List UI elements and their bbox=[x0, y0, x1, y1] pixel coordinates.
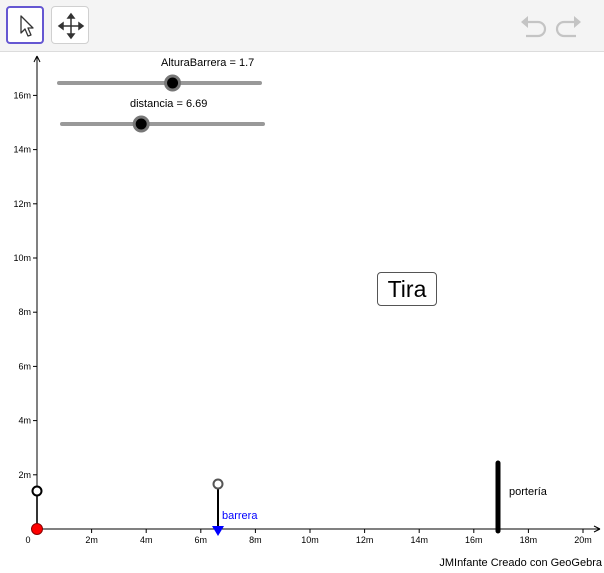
y-tick-label: 4m bbox=[18, 416, 31, 426]
x-tick-label: 14m bbox=[410, 535, 428, 545]
move-cross-icon bbox=[57, 12, 85, 40]
x-tick-label: 10m bbox=[301, 535, 319, 545]
y-tick-label: 10m bbox=[13, 253, 31, 263]
x-tick-label: 12m bbox=[356, 535, 374, 545]
porteria-label: portería bbox=[509, 486, 547, 498]
credit-text: JMInfante Creado con GeoGebra bbox=[439, 557, 602, 569]
y-tick-label: 14m bbox=[13, 145, 31, 155]
graphics-view[interactable]: 0 2m 4m 6m 8m 10m 12m 14m 16m 18m 20m 2m 4m 6m 8m 10m 12… bbox=[0, 53, 604, 548]
ball-point[interactable] bbox=[31, 523, 43, 535]
cursor-arrow-icon bbox=[20, 15, 34, 37]
y-tick-label: 8m bbox=[18, 307, 31, 317]
slider-label-alturabarrera: AlturaBarrera = 1.7 bbox=[161, 57, 255, 69]
barrera-top-point[interactable] bbox=[212, 478, 224, 490]
y-tick-label: 6m bbox=[18, 361, 31, 371]
y-tick-label: 2m bbox=[18, 470, 31, 480]
move-tool-button[interactable] bbox=[6, 6, 44, 44]
x-tick-label: 16m bbox=[465, 535, 483, 545]
x-axis-arrow bbox=[593, 525, 601, 533]
slider-knob-distancia[interactable] bbox=[132, 115, 150, 133]
y-tick-label: 16m bbox=[13, 90, 31, 100]
redo-icon[interactable] bbox=[554, 12, 584, 42]
x-tick-label: 18m bbox=[520, 535, 538, 545]
slider-knob-alturabarrera[interactable] bbox=[164, 74, 182, 92]
y-axis-arrow bbox=[33, 55, 41, 63]
toolbar bbox=[0, 0, 604, 52]
kicker-point[interactable] bbox=[31, 485, 43, 497]
x-tick-label: 0 bbox=[25, 535, 30, 545]
barrera-label: barrera bbox=[222, 510, 258, 522]
slider-label-distancia: distancia = 6.69 bbox=[130, 98, 208, 110]
x-tick-label: 20m bbox=[574, 535, 592, 545]
x-tick-label: 8m bbox=[249, 535, 262, 545]
tira-button[interactable]: Tira bbox=[377, 272, 437, 306]
y-tick-label: 12m bbox=[13, 199, 31, 209]
move-graphics-view-button[interactable] bbox=[51, 6, 89, 44]
barrera-point[interactable] bbox=[212, 526, 224, 536]
undo-icon[interactable] bbox=[518, 12, 548, 42]
x-tick-label: 4m bbox=[140, 535, 153, 545]
x-tick-label: 6m bbox=[195, 535, 208, 545]
x-tick-label: 2m bbox=[85, 535, 98, 545]
